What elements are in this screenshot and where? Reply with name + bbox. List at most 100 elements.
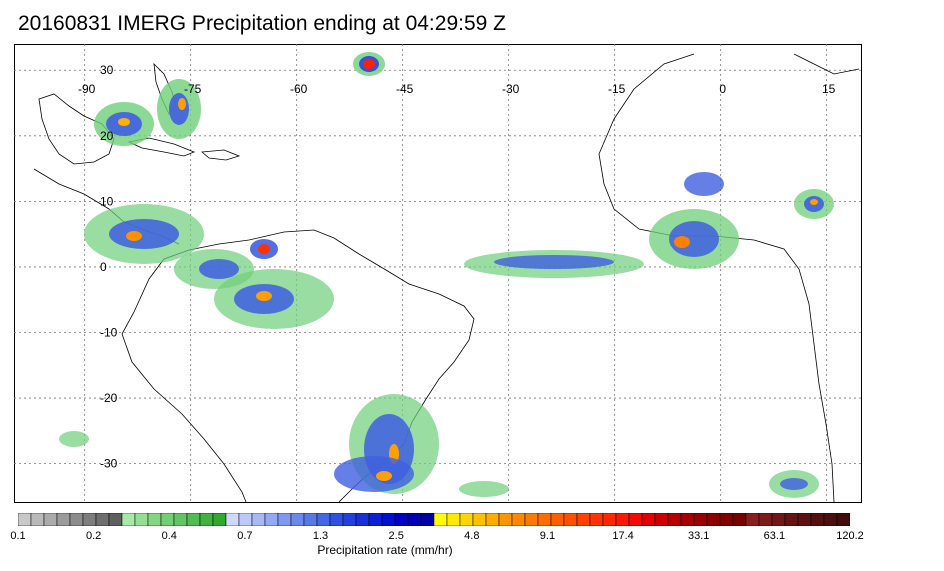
colorbar-tick-label: 1.3 xyxy=(312,530,329,542)
colorbar-swatch xyxy=(199,513,214,526)
colorbar-swatch xyxy=(238,513,253,526)
precipitation-cell xyxy=(118,118,130,126)
latitude-label: 10 xyxy=(100,194,114,208)
precipitation-cell xyxy=(674,236,690,248)
colorbar-swatch xyxy=(628,513,643,526)
iberia-coast xyxy=(793,53,860,75)
colorbar-swatch xyxy=(485,513,500,526)
colorbar-swatch xyxy=(316,513,331,526)
colorbar-swatch xyxy=(498,513,513,526)
colorbar-swatch xyxy=(212,513,227,526)
colorbar-swatch xyxy=(667,513,682,526)
precipitation-cell xyxy=(684,172,724,196)
colorbar-swatch xyxy=(745,513,760,526)
colorbar-swatch xyxy=(277,513,292,526)
colorbar-swatch xyxy=(355,513,370,526)
colorbar-swatch xyxy=(251,513,266,526)
colorbar-swatch xyxy=(641,513,656,526)
colorbar-swatch xyxy=(420,513,435,526)
colorbar-label: Precipitation rate (mm/hr) xyxy=(317,543,453,557)
precipitation-colorbar xyxy=(18,513,850,526)
colorbar-swatch xyxy=(95,513,110,526)
precipitation-cell xyxy=(199,259,239,279)
colorbar-swatch xyxy=(459,513,474,526)
colorbar-tick-label: 4.8 xyxy=(464,530,480,542)
hispaniola-coast xyxy=(201,149,241,161)
latitude-label: -20 xyxy=(100,391,118,405)
cuba-coast xyxy=(127,137,196,157)
latitude-label: -30 xyxy=(100,457,118,471)
colorbar-tick-label: 2.5 xyxy=(388,530,404,542)
precipitation-cell xyxy=(780,478,808,490)
precipitation-cell xyxy=(459,481,509,497)
south-america-west-coast xyxy=(121,333,247,503)
colorbar-swatch xyxy=(329,513,344,526)
colorbar-swatch xyxy=(264,513,279,526)
colorbar-tick-label: 17.4 xyxy=(612,530,634,542)
colorbar-swatch xyxy=(680,513,695,526)
longitude-label: -90 xyxy=(78,82,96,96)
colorbar-swatch xyxy=(472,513,487,526)
precipitation-field xyxy=(59,52,834,498)
colorbar-swatch xyxy=(797,513,812,526)
longitude-label: -75 xyxy=(184,82,202,96)
colorbar-swatch xyxy=(30,513,45,526)
latitude-label: 30 xyxy=(100,63,114,77)
longitude-label: -45 xyxy=(396,82,414,96)
longitude-label: -60 xyxy=(290,82,308,96)
colorbar-swatch xyxy=(290,513,305,526)
colorbar-swatch xyxy=(784,513,799,526)
precipitation-cell xyxy=(178,98,186,110)
colorbar-swatch xyxy=(121,513,136,526)
longitude-label: 0 xyxy=(719,82,726,96)
colorbar-swatch xyxy=(368,513,383,526)
latitude-label: 0 xyxy=(100,260,107,274)
colorbar-swatch xyxy=(537,513,552,526)
longitude-label: -15 xyxy=(608,82,626,96)
colorbar-swatch xyxy=(108,513,123,526)
precipitation-cell xyxy=(334,456,414,492)
precipitation-cell xyxy=(363,59,375,69)
colorbar-swatch xyxy=(524,513,539,526)
colorbar-swatch xyxy=(134,513,149,526)
graticule xyxy=(14,44,862,503)
colorbar-swatch xyxy=(56,513,71,526)
precipitation-cell xyxy=(109,219,179,249)
colorbar-swatch xyxy=(43,513,58,526)
latitude-label: 20 xyxy=(100,129,114,143)
colorbar-swatch xyxy=(693,513,708,526)
colorbar-swatch xyxy=(732,513,747,526)
latitude-labels: 30 20 10 0 -10 -20 -30 xyxy=(100,63,118,470)
colorbar-swatch xyxy=(407,513,422,526)
colorbar-swatch xyxy=(433,513,448,526)
colorbar-swatch xyxy=(342,513,357,526)
colorbar-swatch xyxy=(160,513,175,526)
gulf-of-mexico-coast xyxy=(38,93,115,165)
colorbar-tick-label: 9.1 xyxy=(539,530,556,542)
precipitation-cell xyxy=(126,231,142,241)
colorbar-swatch xyxy=(836,513,850,526)
precipitation-cell xyxy=(59,431,89,447)
colorbar-swatch xyxy=(602,513,617,526)
colorbar-swatch xyxy=(550,513,565,526)
colorbar-swatch xyxy=(186,513,201,526)
colorbar-tick-label: 0.2 xyxy=(85,530,102,542)
longitude-label: 15 xyxy=(822,82,836,96)
precipitation-cell xyxy=(169,93,189,125)
colorbar-tick-label: 63.1 xyxy=(763,530,786,542)
colorbar-tick-label: 120.2 xyxy=(836,530,864,542)
precipitation-map: -90 -75 -60 -45 -30 -15 0 15 30 20 10 0 -10 -20 -30 xyxy=(14,44,862,503)
colorbar-swatch xyxy=(771,513,786,526)
colorbar-swatch xyxy=(511,513,526,526)
colorbar-tick-label: 33.1 xyxy=(688,530,710,542)
precipitation-cell xyxy=(258,244,270,254)
colorbar-swatch xyxy=(394,513,409,526)
colorbar-swatch xyxy=(823,513,838,526)
map-title: 20160831 IMERG Precipitation ending at 0… xyxy=(18,12,506,35)
colorbar-swatch xyxy=(706,513,721,526)
precipitation-cell xyxy=(669,221,719,257)
colorbar-swatch xyxy=(615,513,630,526)
colorbar-swatch xyxy=(654,513,669,526)
colorbar-swatch xyxy=(563,513,578,526)
colorbar-swatch xyxy=(758,513,773,526)
